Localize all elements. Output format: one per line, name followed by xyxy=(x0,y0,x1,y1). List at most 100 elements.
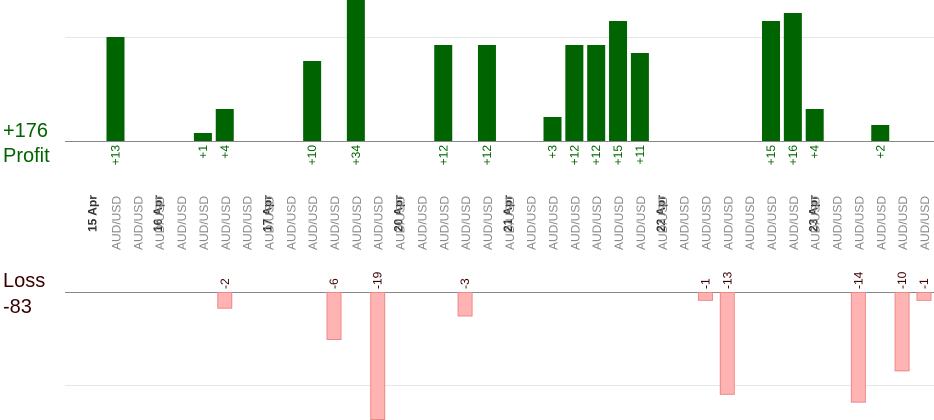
profit-value-label: +13 xyxy=(109,145,123,166)
loss-value-label: -1 xyxy=(917,278,931,289)
loss-caption: Loss xyxy=(3,270,46,292)
pair-tick-label: AUD/USD xyxy=(590,196,604,250)
profit-value-label: +16 xyxy=(786,145,800,166)
pair-tick-label: AUD/USD xyxy=(634,196,648,250)
pair-tick-label: AUD/USD xyxy=(219,196,233,250)
loss-value-label: -6 xyxy=(327,278,341,289)
pair-tick-label: AUD/USD xyxy=(699,196,713,250)
profit-bar xyxy=(630,53,649,141)
date-tick-labels: 15 Apr 16 Apr 17 Apr 20 Apr 21 Apr 22 Apr 23 A… xyxy=(86,195,821,232)
loss-bar xyxy=(850,292,866,403)
pair-tick-label: AUD/USD xyxy=(306,196,320,250)
pair-tick-label: AUD/USD xyxy=(437,196,451,250)
pair-tick-label: AUD/USD xyxy=(328,196,342,250)
profit-value-label: +3 xyxy=(546,145,560,159)
date-tick-label: 22 Apr xyxy=(654,195,668,232)
date-tick-label: 20 Apr xyxy=(392,195,406,232)
profit-bar xyxy=(805,109,824,141)
profit-bar xyxy=(587,45,606,141)
loss-value-label: -19 xyxy=(371,271,385,289)
profit-value-label: +12 xyxy=(589,145,603,166)
profit-bar xyxy=(543,117,562,141)
date-tick-label: 23 Apr xyxy=(807,195,821,232)
loss-bar xyxy=(697,292,713,301)
profit-value-label: +12 xyxy=(436,145,450,166)
pair-tick-label: AUD/USD xyxy=(131,196,145,250)
loss-bar xyxy=(457,292,473,317)
pair-tick-label: AUD/USD xyxy=(153,196,167,250)
profit-bars xyxy=(106,0,890,141)
pair-tick-label: AUD/USD xyxy=(656,196,670,250)
pair-tick-label: AUD/USD xyxy=(809,196,823,250)
loss-value-label: -2 xyxy=(218,278,232,289)
profit-value-label: +15 xyxy=(764,145,778,166)
pair-tick-label: AUD/USD xyxy=(415,196,429,250)
profit-bar xyxy=(434,45,453,141)
profit-value-label: +10 xyxy=(305,145,319,166)
pair-tick-label: AUD/USD xyxy=(787,196,801,250)
pair-tick-label: AUD/USD xyxy=(874,196,888,250)
loss-bar xyxy=(217,292,233,309)
pair-tick-label: AUD/USD xyxy=(350,196,364,250)
profit-bar xyxy=(193,133,212,141)
pair-tick-label: AUD/USD xyxy=(262,196,276,250)
pair-tick-label: AUD/USD xyxy=(918,196,932,250)
date-tick-label: 17 Apr xyxy=(260,195,274,232)
pair-tick-label: AUD/USD xyxy=(284,196,298,250)
loss-value-label: -10 xyxy=(895,271,909,289)
pair-tick-label: AUD/USD xyxy=(110,196,124,250)
profit-value-labels: +13 +1 +4 +10 +34 +12 +12 +3 +12 +12 +15 +11 +15 +16 +… xyxy=(109,145,888,166)
pair-tick-label: AUD/USD xyxy=(372,196,386,250)
profit-value-label: +1 xyxy=(196,145,210,159)
loss-total-label: -83 xyxy=(3,296,32,318)
pair-tick-label: AUD/USD xyxy=(743,196,757,250)
pair-tick-label: AUD/USD xyxy=(721,196,735,250)
date-tick-label: 21 Apr xyxy=(501,195,515,232)
loss-bar xyxy=(894,292,910,372)
pair-tick-label: AUD/USD xyxy=(896,196,910,250)
pair-tick-label: AUD/USD xyxy=(197,196,211,250)
pair-tick-label: AUD/USD xyxy=(852,196,866,250)
loss-bars xyxy=(217,292,932,420)
loss-value-label: -3 xyxy=(458,278,472,289)
pair-tick-label: AUD/USD xyxy=(612,196,626,250)
profit-value-label: +34 xyxy=(349,145,363,166)
profit-bar xyxy=(783,13,802,141)
pair-tick-label: AUD/USD xyxy=(459,196,473,250)
loss-bar xyxy=(916,292,932,301)
profit-bar xyxy=(346,0,365,141)
profit-caption: Profit xyxy=(3,145,50,167)
loss-bar xyxy=(326,292,342,340)
date-tick-label: 16 Apr xyxy=(151,195,165,232)
pair-tick-label: AUD/USD xyxy=(503,196,517,250)
loss-value-label: -1 xyxy=(698,278,712,289)
profit-value-label: +15 xyxy=(611,145,625,166)
pair-tick-label: AUD/USD xyxy=(547,196,561,250)
loss-value-label: -14 xyxy=(851,271,865,289)
date-tick-label: 15 Apr xyxy=(86,195,100,232)
pair-tick-label: AUD/USD xyxy=(241,196,255,250)
profit-bar xyxy=(609,21,628,141)
profit-value-label: +12 xyxy=(480,145,494,166)
loss-bar xyxy=(370,292,386,420)
profit-value-label: +11 xyxy=(633,145,647,165)
pair-tick-label: AUD/USD xyxy=(568,196,582,250)
pair-tick-label: AUD/USD xyxy=(765,196,779,250)
loss-value-label: -13 xyxy=(720,271,734,289)
loss-value-labels: -2-6-19-3-1-13-14-10-1-14 xyxy=(218,271,931,289)
profit-bar xyxy=(762,21,780,141)
profit-bar xyxy=(871,125,890,141)
pair-tick-label: AUD/USD xyxy=(831,196,845,250)
profit-bar xyxy=(303,61,322,141)
profit-bar xyxy=(215,109,234,141)
profit-bar xyxy=(106,37,125,141)
pair-tick-label: AUD/USD xyxy=(481,196,495,250)
profit-bar xyxy=(565,45,584,141)
pair-tick-label: AUD/USD xyxy=(175,196,189,250)
profit-value-label: +4 xyxy=(218,145,232,159)
pair-tick-label: AUD/USD xyxy=(525,196,539,250)
profit-total-label: +176 xyxy=(3,120,49,142)
profit-value-label: +2 xyxy=(873,145,887,159)
profit-bar xyxy=(477,45,496,141)
